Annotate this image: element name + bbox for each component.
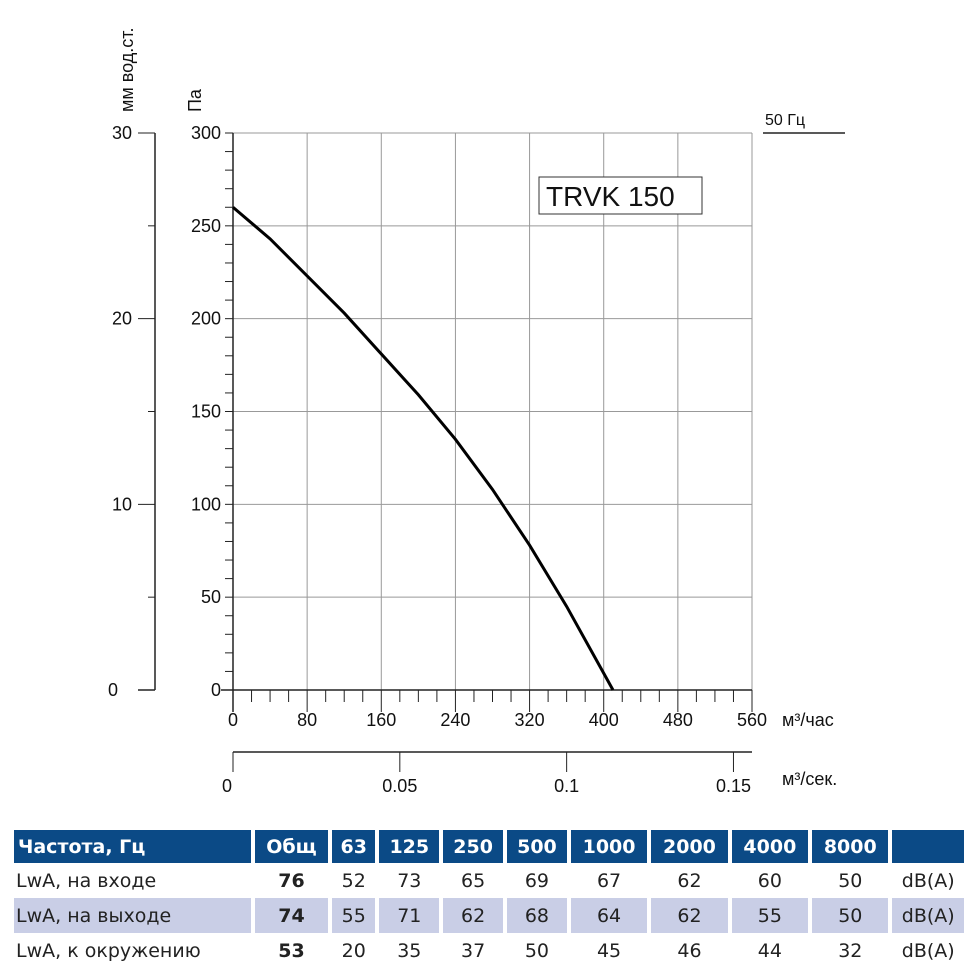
legend-label: 50 Гц: [765, 112, 805, 129]
row-value: 52: [341, 869, 366, 892]
x-tick-label-secondary: 0.15: [716, 776, 751, 796]
table-header: 250: [443, 830, 504, 863]
row-label: LwA, на входе: [16, 869, 157, 892]
y-tick-label-secondary: 20: [112, 309, 132, 329]
x-tick-label: 560: [737, 710, 767, 730]
x-tick-label: 160: [366, 710, 396, 730]
x-tick-label: 320: [515, 710, 545, 730]
row-value: 55: [731, 898, 809, 933]
y-axis-label-secondary: мм вод.ст.: [117, 28, 137, 112]
row-value: 35: [397, 939, 422, 962]
row-unit: dB(A): [892, 898, 964, 933]
row-value: 64: [570, 898, 648, 933]
table-header: Частота, Гц: [14, 830, 251, 863]
row-value: 44: [757, 939, 782, 962]
y-tick-label: 100: [191, 494, 221, 514]
row-value: 62: [677, 869, 702, 892]
row-value: 32: [838, 939, 863, 962]
table-header: 500: [507, 830, 567, 863]
row-value: 20: [341, 939, 366, 962]
table-header: 2000: [651, 830, 728, 863]
y-tick-label-secondary: 0: [108, 680, 118, 700]
row-label: LwA, к окружению: [16, 939, 201, 962]
row-value: 69: [524, 869, 550, 892]
table-row: LwA, на входе 76 52 73 65 69 67 62 60 50 dB(A): [14, 863, 964, 898]
table-header: 63: [332, 830, 376, 863]
row-unit: dB(A): [901, 869, 955, 892]
y-tick-label: 250: [191, 216, 221, 236]
y-axis-label: Па: [185, 88, 205, 112]
x-tick-label-secondary: 0.05: [382, 776, 417, 796]
table-header: Общ: [254, 830, 329, 863]
row-value: 45: [596, 939, 622, 962]
fan-curve-chart: 0 80 160 240 320 400 480 560050100150200250300м…: [108, 28, 845, 796]
x-tick-label: 0: [228, 710, 238, 730]
x-tick-label: 80: [297, 710, 317, 730]
row-value: 46: [677, 939, 702, 962]
row-value: 50: [524, 939, 550, 962]
y-tick-label-secondary: 10: [112, 494, 132, 514]
row-value: 65: [461, 869, 486, 892]
fan-curve-line: [232, 206, 615, 691]
row-value: 50: [838, 869, 863, 892]
y-tick-label: 200: [191, 309, 221, 329]
table-header: 125: [379, 830, 440, 863]
row-value: 62: [651, 898, 728, 933]
table-header: 8000: [812, 830, 889, 863]
table-row: LwA, к окружению 53 20 35 37 50 45 46 44 32 dB(A): [14, 933, 964, 968]
x-axis-label: м³/час: [782, 710, 834, 730]
row-value: 71: [379, 898, 440, 933]
x-tick-label: 400: [589, 710, 619, 730]
chart-title: TRVK 150: [546, 181, 675, 212]
row-total: 74: [254, 898, 329, 933]
y-tick-label: 300: [191, 123, 221, 143]
x-tick-label: 240: [440, 710, 470, 730]
table-row: LwA, на выходе 74 55 71 62 68 64 62 55 50 dB(A): [14, 898, 964, 933]
row-unit: dB(A): [901, 939, 955, 962]
row-total: 76: [278, 869, 305, 892]
row-value: 50: [812, 898, 889, 933]
x-tick-label: 480: [663, 710, 693, 730]
row-value: 37: [461, 939, 486, 962]
row-value: 60: [757, 869, 782, 892]
y-tick-label: 150: [191, 402, 221, 422]
y-tick-label: 50: [201, 587, 221, 607]
title-box: [538, 176, 703, 215]
x-axis-label-secondary: м³/сек.: [782, 769, 837, 789]
x-tick-label-secondary: 0: [222, 776, 232, 796]
row-value: 67: [596, 869, 622, 892]
row-total: 53: [278, 939, 305, 962]
table-header: 1000: [570, 830, 648, 863]
row-value: 55: [332, 898, 376, 933]
y-tick-label: 0: [211, 680, 221, 700]
row-value: 62: [443, 898, 504, 933]
table-header: 4000: [731, 830, 809, 863]
table-header: [892, 830, 964, 863]
x-tick-label-secondary: 0.1: [554, 776, 579, 796]
sound-table: Частота, Гц Общ 63 125 250 500 1000 2000 4000 800…: [10, 830, 968, 968]
row-value: 73: [397, 869, 422, 892]
row-label: LwA, на выходе: [14, 898, 251, 933]
row-value: 68: [507, 898, 567, 933]
y-tick-label-secondary: 30: [112, 123, 132, 143]
